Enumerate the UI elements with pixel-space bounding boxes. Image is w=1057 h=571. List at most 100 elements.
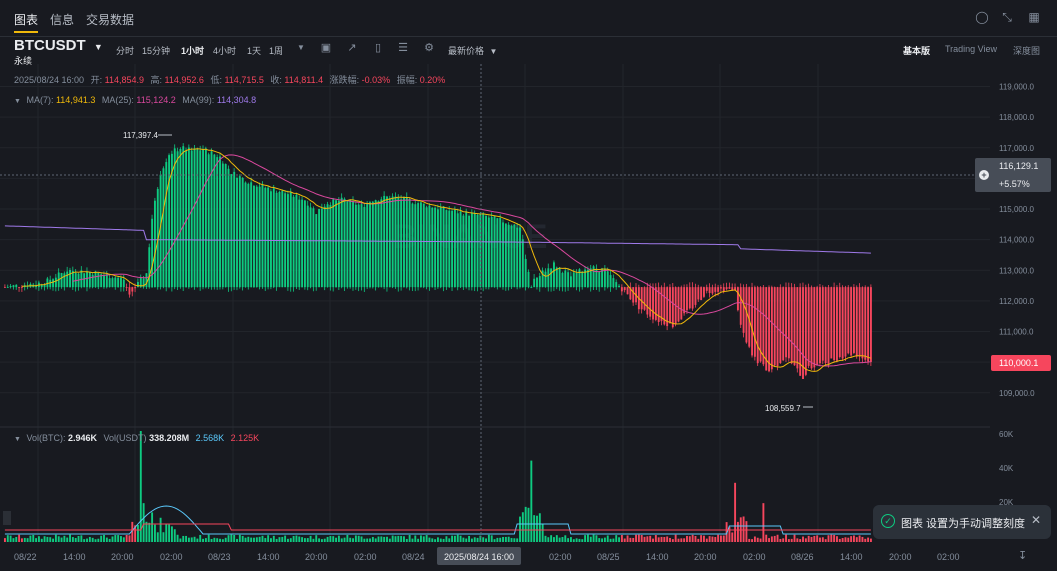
volume-bar [652,538,654,542]
layout-grid-icon[interactable]: ▦ [1028,10,1040,24]
candle-body [108,278,111,288]
tab-chart[interactable]: 图表 [14,13,39,27]
interval-1h[interactable]: 1小时 [181,46,205,56]
candle-type-icon[interactable]: ▯ [374,42,382,54]
ma99-value: 114,304.8 [216,95,257,105]
view-depth[interactable]: 深度图 [1013,46,1041,56]
volume-bar [544,535,547,542]
volume-bar [445,536,448,542]
candle-body [844,287,847,357]
volume-bar [804,538,807,542]
candle-body [745,287,748,343]
panel-toggle-icon[interactable] [3,511,11,525]
candle-body [448,210,451,288]
collapse-chevron-icon[interactable]: ▼ [14,436,21,443]
interval-time[interactable]: 分时 [116,46,135,56]
auto-scale-icon[interactable]: ↧ [1018,550,1028,562]
volume-bar [490,535,493,542]
candle-body [71,270,74,288]
candle-body [547,268,550,288]
collapse-icon[interactable]: ⤡ [1002,10,1012,24]
candle-body [207,154,210,288]
view-basic[interactable]: 基本版 [903,46,931,56]
volume-bar [422,536,425,542]
close-icon[interactable]: ✕ [1031,513,1042,527]
volume-bar [717,534,720,542]
candle-body [86,271,88,288]
gear-icon[interactable]: ⚙ [424,42,434,54]
candle-body [335,200,338,288]
candlestick-chart[interactable]: BINANCE 117,397.4 108,559.7 119,000.0118… [0,64,1057,571]
settings-lines-icon[interactable]: ☰ [398,42,408,54]
candle-body [751,287,754,356]
volume-bar [553,537,555,542]
add-alert-icon[interactable] [979,170,989,180]
price-type-select[interactable]: 最新价格 ▼ [448,44,497,57]
calendar-icon[interactable]: ▣ [320,42,332,54]
volume-bar [287,538,289,542]
volume-bar [493,539,496,542]
candle-body [462,215,465,288]
volume-bar [683,538,686,542]
volume-bar [315,535,318,542]
candle-body [530,287,533,288]
volume-bar [69,534,71,542]
candle-body [366,203,369,288]
candle-body [660,287,663,322]
candle-body [253,185,255,288]
volume-bar [734,482,737,542]
volume-bar [40,538,43,542]
volume-bar [193,536,196,542]
interval-15m[interactable]: 15分钟 [142,46,171,56]
tab-trading-data[interactable]: 交易数据 [86,13,135,27]
volume-bar [519,516,521,542]
candle-body [346,201,349,288]
check-circle-icon: ✓ [881,514,895,528]
volume-bar [821,537,824,542]
volume-bar [400,535,403,542]
volume-bar [306,538,309,542]
symbol-selector[interactable]: BTCUSDT ▼ [14,37,103,54]
candle-body [114,277,117,288]
bell-icon[interactable]: ◯ [975,10,989,24]
volume-bar [850,536,853,542]
interval-more-chevron-icon[interactable]: ▼ [297,43,305,52]
volume-bar [221,539,224,542]
ma-legend: ▼ MA(7): 114,941.3 MA(25): 115,124.2 MA(… [14,95,260,105]
view-tradingview[interactable]: Trading View [945,44,998,54]
candle-body [493,216,496,288]
collapse-chevron-icon[interactable]: ▼ [14,98,21,105]
volume-bar [292,536,295,542]
volume-bar [332,536,335,542]
candle-body [408,199,411,288]
time-axis-label: 14:00 [257,552,280,562]
interval-1w[interactable]: 1周 [269,46,284,56]
volume-bar [343,537,346,542]
volume-bar [708,536,711,542]
candle-body [572,272,575,288]
volume-bar [626,535,629,542]
volume-bar [869,538,872,542]
volume-bar [830,534,833,542]
volume-bar [66,537,69,542]
volume-bar [272,535,275,542]
candle-body [479,214,482,288]
candle-body [502,222,504,288]
candle-body [677,287,680,322]
indicator-chart-icon[interactable]: ↗ [347,42,357,54]
volume-bar [867,537,870,542]
time-axis-label: 08/23 [208,552,231,562]
candle-body [131,287,134,292]
candle-body [725,287,728,290]
candle-body [524,258,527,288]
candle-body [858,287,861,357]
volume-bar [677,538,680,542]
volume-bar [807,535,810,542]
volume-bar [694,535,697,542]
time-axis-label: 08/22 [14,552,37,562]
interval-4h[interactable]: 4小时 [213,46,237,56]
tab-info[interactable]: 信息 [50,13,75,27]
interval-1d[interactable]: 1天 [247,46,262,56]
close-value: 114,811.4 [284,75,324,85]
volume-bar [700,535,703,542]
